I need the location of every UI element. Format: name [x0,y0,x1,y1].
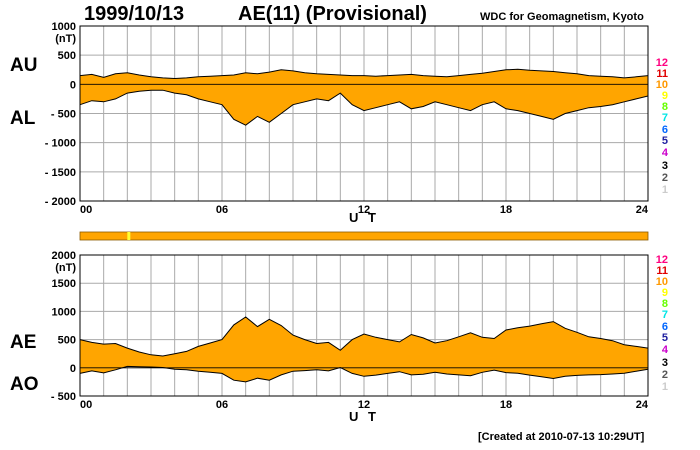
index-label-ao: AO [10,374,39,395]
station-count-label: 1 [662,381,668,393]
x-tick-label: 18 [500,399,512,411]
series-line-al [79,89,649,126]
x-tick-label: 00 [80,204,92,216]
x-tick-label: 12 [358,399,370,411]
station-count-label: 8 [662,298,668,310]
y-unit-label: (nT) [55,262,76,274]
y-tick-label: 1000 [52,21,76,33]
index-label-ae: AE [10,332,36,353]
station-count-label: 7 [662,309,668,321]
station-count-label: 3 [662,160,668,172]
chart-title: AE(11) (Provisional) [238,3,427,25]
station-count-label: 12 [656,254,668,266]
y-tick-label: 0 [70,363,76,375]
station-count-label: 3 [662,357,668,369]
station-count-label: 5 [662,135,668,147]
station-count-label: 2 [662,369,668,381]
plot-frame [79,25,649,202]
station-count-label: 10 [656,276,668,288]
y-tick-label: - 1500 [45,167,76,179]
station-count-label: 11 [656,265,668,277]
index-label-al: AL [10,108,36,129]
x-tick-label: 00 [80,399,92,411]
x-tick-label: 18 [500,204,512,216]
y-tick-label: 500 [58,50,76,62]
station-count-label: 11 [656,68,668,80]
station-count-label: 10 [656,79,668,91]
station-count-label: 4 [662,147,669,159]
y-tick-label: 1000 [52,306,76,318]
station-count-label: 6 [662,321,668,333]
y-tick-label: 0 [70,79,76,91]
y-tick-label: 2000 [52,250,76,262]
station-count-label: 1 [662,184,668,196]
y-tick-label: - 500 [51,109,76,121]
series-line-ao [79,365,649,383]
station-count-label: 8 [662,101,668,113]
station-count-strip-highlight [127,232,131,240]
station-count-label: 4 [662,344,669,356]
y-unit-label: (nT) [55,33,76,45]
series-envelope-fill [80,69,648,126]
plot-frame [79,254,649,397]
created-timestamp: [Created at 2010-07-13 10:29UT] [478,431,645,443]
station-count-label: 12 [656,57,668,69]
station-count-strip [79,231,649,241]
station-count-label: 6 [662,124,668,136]
series-line-ae [79,316,649,357]
index-label-au: AU [10,55,37,76]
station-count-label: 2 [662,172,668,184]
station-count-label: 9 [662,90,668,102]
station-count-label: 9 [662,287,668,299]
y-tick-label: 1500 [52,278,76,290]
station-count-label: 5 [662,332,668,344]
x-tick-label: 06 [216,399,228,411]
x-tick-label: 06 [216,204,228,216]
chart-date: 1999/10/13 [84,3,185,25]
y-tick-label: - 1000 [45,138,76,150]
y-tick-label: - 500 [51,391,76,403]
series-line-au [79,68,649,80]
x-axis-label: U T [349,409,379,424]
x-tick-label: 24 [636,204,649,216]
y-tick-label: 500 [58,335,76,347]
y-tick-label: - 2000 [45,196,76,208]
series-envelope-fill [80,317,648,382]
data-center-label: WDC for Geomagnetism, Kyoto [480,11,644,23]
x-tick-label: 24 [636,399,649,411]
x-tick-label: 12 [358,204,370,216]
x-axis-label: U T [349,210,379,225]
station-count-label: 7 [662,112,668,124]
